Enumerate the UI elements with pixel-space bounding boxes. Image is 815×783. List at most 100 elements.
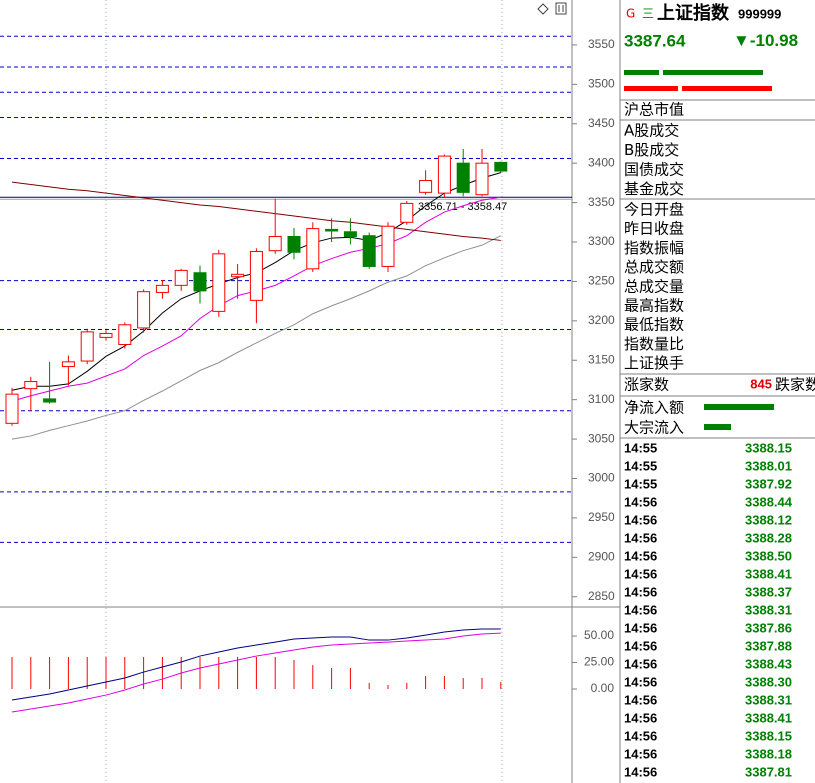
y-tick-label: 3450 <box>588 116 615 130</box>
tick-price: 3388.31 <box>745 692 792 707</box>
candle-body <box>118 324 132 345</box>
candle-body <box>249 250 263 301</box>
label: 基金成交 <box>624 180 684 198</box>
tick-price: 3388.37 <box>745 584 792 599</box>
y-tick-label: 2950 <box>588 510 615 524</box>
tick-price: 3388.30 <box>745 674 792 689</box>
label: 大宗流入 <box>624 419 684 437</box>
price: 3387.64 <box>624 31 686 50</box>
label: 最高指数 <box>624 297 684 315</box>
label: 总成交量 <box>624 277 684 295</box>
ma-line <box>11 235 502 440</box>
candle-body <box>5 393 19 424</box>
range-label: 3356.71 - 3358.47 <box>418 201 507 213</box>
candle-body <box>494 161 508 172</box>
y-tick-label: 25.00 <box>584 655 614 669</box>
tick-time: 14:56 <box>624 656 657 671</box>
candle-body <box>325 228 339 232</box>
y-tick-label: 3400 <box>588 155 615 169</box>
gauge <box>624 70 659 75</box>
advance-count: 845 <box>750 376 772 391</box>
candle-body <box>362 235 376 267</box>
tick-price: 3388.15 <box>745 728 792 743</box>
y-tick-label: 3000 <box>588 471 615 485</box>
tick-time: 14:56 <box>624 566 657 581</box>
gauge <box>682 86 772 91</box>
ma-line <box>11 632 501 713</box>
tick-price: 3388.28 <box>745 530 792 545</box>
flow-bar <box>704 404 774 410</box>
y-tick-label: 3150 <box>588 352 615 366</box>
candle-body <box>381 225 395 267</box>
label: 指数量比 <box>624 335 684 353</box>
candle-body <box>137 291 151 329</box>
candle-body <box>400 202 414 223</box>
label: 昨日收盘 <box>624 220 684 238</box>
tick-time: 14:56 <box>624 764 657 779</box>
tick-time: 14:56 <box>624 710 657 725</box>
menu[interactable]: 三 <box>642 7 654 21</box>
label: 上证换手 <box>624 354 684 372</box>
ma-line <box>11 181 501 241</box>
tick-price: 3388.41 <box>745 710 792 725</box>
change: ▼-10.98 <box>733 31 798 50</box>
tick-price: 3388.18 <box>745 746 792 761</box>
y-tick-label: 3350 <box>588 195 615 209</box>
y-tick-label: 3050 <box>588 431 615 445</box>
candle-body <box>174 269 188 286</box>
tick-time: 14:56 <box>624 584 657 599</box>
change-value: -10.98 <box>750 31 798 50</box>
tick-time: 14:56 <box>624 620 657 635</box>
flag: G <box>626 7 635 21</box>
tick-price: 3388.01 <box>745 458 792 473</box>
label: 涨家数 <box>624 376 669 394</box>
candle-body <box>306 228 320 270</box>
y-tick-label: 3200 <box>588 313 615 327</box>
tick-time: 14:55 <box>624 476 657 491</box>
label: 跌家数 <box>775 376 815 394</box>
candle-body <box>437 155 451 194</box>
label: 沪总市值 <box>624 101 684 119</box>
candle-body <box>287 235 301 253</box>
y-tick-label: 3100 <box>588 392 615 406</box>
change-arrow: ▼ <box>733 31 750 50</box>
y-tick-label: 3250 <box>588 274 615 288</box>
tick-time: 14:56 <box>624 638 657 653</box>
label: 国债成交 <box>624 161 684 179</box>
y-tick-label: 3300 <box>588 234 615 248</box>
label: 今日开盘 <box>624 201 684 219</box>
candle-body <box>193 272 207 292</box>
gauge <box>624 86 678 91</box>
tick-time: 14:56 <box>624 746 657 761</box>
diamond-icon[interactable] <box>537 3 549 15</box>
y-tick-label: 3500 <box>588 77 615 91</box>
index-code: 999999 <box>738 6 781 21</box>
tick-price: 3387.92 <box>745 476 792 491</box>
tick-price: 3388.50 <box>745 548 792 563</box>
candle-body <box>43 398 57 403</box>
tick-time: 14:56 <box>624 530 657 545</box>
y-tick-label: 2900 <box>588 550 615 564</box>
window-icon[interactable] <box>555 2 567 15</box>
tick-price: 3388.41 <box>745 566 792 581</box>
tick-time: 14:56 <box>624 512 657 527</box>
candle-body <box>99 332 113 338</box>
tick-time: 14:56 <box>624 674 657 689</box>
ma-line <box>11 628 501 701</box>
tick-price: 3387.86 <box>745 620 792 635</box>
candle-body <box>268 235 282 252</box>
candle-body <box>475 162 489 196</box>
candle-body <box>24 381 38 390</box>
gauge <box>663 70 763 75</box>
candle-body <box>212 253 226 312</box>
tick-time: 14:56 <box>624 602 657 617</box>
tick-time: 14:55 <box>624 440 657 455</box>
y-tick-label: 0.00 <box>591 681 615 695</box>
candle-body <box>231 273 245 278</box>
tick-price: 3388.15 <box>745 440 792 455</box>
tick-time: 14:56 <box>624 548 657 563</box>
tick-price: 3388.44 <box>745 494 793 509</box>
